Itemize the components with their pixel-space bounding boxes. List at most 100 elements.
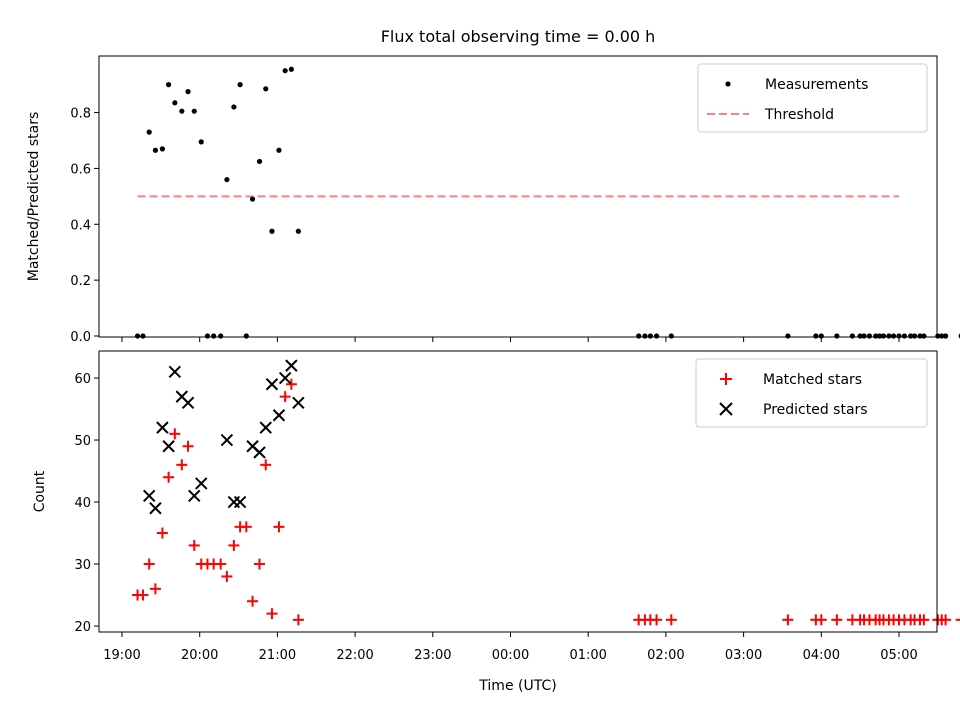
legend-matched-label: Matched stars <box>763 372 862 388</box>
measurement-point <box>166 82 172 88</box>
matched-star-point <box>782 614 794 626</box>
measurement-point <box>813 333 819 339</box>
matched-star-point <box>831 614 843 626</box>
bottom-ytick-label: 60 <box>74 372 91 387</box>
predicted-star-point <box>259 421 272 434</box>
matched-star-point <box>182 440 194 452</box>
matched-star-point <box>955 618 960 621</box>
xtick-label: 21:00 <box>259 648 296 663</box>
matched-star-point <box>215 558 227 570</box>
measurement-point <box>231 104 237 110</box>
bottom-y-axis-label: Count <box>32 470 48 512</box>
measurement-point <box>249 196 256 202</box>
measurement-point <box>834 333 840 339</box>
legend-matched-marker <box>720 373 732 385</box>
top-legend-frame <box>697 63 928 133</box>
legend-measurements-marker <box>725 81 731 87</box>
predicted-star-point <box>272 409 286 422</box>
matched-star-point <box>279 391 291 403</box>
measurement-point <box>943 333 949 339</box>
measurement-point <box>218 333 224 339</box>
matched-star-point <box>188 539 200 551</box>
measurement-point <box>204 333 211 339</box>
legend-measurements-label: Measurements <box>765 77 868 93</box>
measurement-point <box>849 333 855 339</box>
predicted-star-point <box>195 477 208 490</box>
bottom-ytick-label: 30 <box>74 558 91 573</box>
predicted-star-point <box>233 495 247 509</box>
matched-star-point <box>156 527 168 539</box>
predicted-star-point <box>292 396 305 410</box>
matched-star-point <box>163 471 175 483</box>
measurement-point <box>653 333 660 339</box>
xtick-label: 01:00 <box>569 648 606 663</box>
measurement-point <box>185 89 191 95</box>
top-ytick-label: 0.0 <box>70 330 91 345</box>
legend-threshold-label: Threshold <box>764 107 834 123</box>
xtick-label: 02:00 <box>647 648 684 663</box>
predicted-star-point <box>253 446 266 459</box>
matched-star-point <box>228 539 240 551</box>
measurement-point <box>288 66 294 72</box>
top-ytick-label: 0.2 <box>70 274 91 289</box>
matched-star-point <box>260 459 272 471</box>
top-legend: Measurements Threshold <box>697 63 928 133</box>
measurement-point <box>276 147 282 153</box>
measurement-point <box>890 333 897 339</box>
measurement-point <box>152 147 159 153</box>
matched-star-point <box>292 614 304 626</box>
measurement-point <box>642 333 648 339</box>
matched-star-point <box>651 614 663 626</box>
measurement-point <box>146 129 152 135</box>
xtick-label: 23:00 <box>414 648 451 663</box>
predicted-star-point <box>188 489 201 503</box>
legend-predicted-label: Predicted stars <box>763 402 868 418</box>
matched-star-point <box>247 595 259 607</box>
measurement-point <box>237 82 243 88</box>
matched-star-point <box>137 589 149 601</box>
top-plot: 0.00.20.40.60.8 Matched/Predicted stars … <box>26 55 960 345</box>
matched-star-point <box>221 570 233 582</box>
predicted-star-point <box>278 371 292 385</box>
matched-star-point <box>176 459 188 471</box>
predicted-star-point <box>285 359 298 372</box>
measurement-point <box>191 108 197 114</box>
measurement-point <box>224 176 230 183</box>
top-axes-frame <box>98 55 938 338</box>
measurement-point <box>886 333 892 339</box>
matched-star-point <box>940 614 952 626</box>
top-ytick-label: 0.4 <box>70 218 91 233</box>
bottom-axes-frame <box>98 350 938 633</box>
matched-star-point <box>143 558 155 570</box>
bottom-legend: Matched stars Predicted stars <box>695 358 928 428</box>
chart-title: Flux total observing time = 0.00 h <box>381 27 656 46</box>
measurement-point <box>880 333 887 339</box>
measurement-point <box>134 333 141 339</box>
predicted-star-point <box>168 365 182 379</box>
predicted-star-point <box>156 421 169 434</box>
predicted-star-point <box>181 396 195 410</box>
predicted-star-point <box>142 489 156 503</box>
xtick-label: 20:00 <box>181 648 218 663</box>
xtick-label: 22:00 <box>336 648 373 663</box>
top-y-axis-label: Matched/Predicted stars <box>26 112 42 282</box>
measurement-point <box>159 146 166 152</box>
measurement-point <box>198 139 204 145</box>
xtick-label: 05:00 <box>880 648 917 663</box>
measurement-point <box>921 333 927 339</box>
matched-star-point <box>273 521 285 533</box>
bottom-legend-frame <box>695 358 928 428</box>
measurement-point <box>647 333 653 339</box>
predicted-star-point <box>149 502 162 515</box>
matched-star-point <box>169 428 181 440</box>
bottom-plot: 20 30 40 50 60 19:00 20:00 21:00 22:00 23:00 00:0… <box>32 350 960 694</box>
measurement-point <box>295 228 301 234</box>
xtick-label: 03:00 <box>725 648 762 663</box>
legend-predicted-marker <box>719 402 733 416</box>
matched-star-point <box>240 521 252 533</box>
measurement-point <box>179 108 185 114</box>
measurement-point <box>282 68 288 74</box>
predicted-star-point <box>220 433 234 447</box>
matched-star-point <box>285 378 297 390</box>
measurement-point <box>901 333 908 339</box>
